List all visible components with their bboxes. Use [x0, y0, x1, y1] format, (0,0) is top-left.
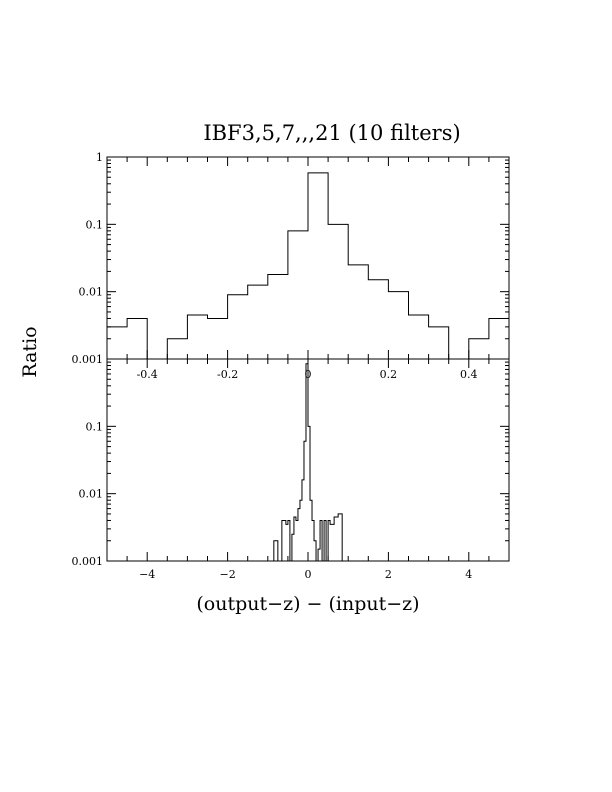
top-x-tick-label: -0.4 [137, 368, 158, 381]
top-y-tick-label: 0.01 [79, 286, 104, 299]
bottom-x-tick-label: 0 [305, 568, 312, 581]
chart-title: IBF3,5,7,,,21 (10 filters) [203, 121, 460, 145]
bottom-x-tick-label: −2 [219, 568, 235, 581]
top-x-tick-label: 0.4 [460, 368, 478, 381]
bottom-x-tick-label: 4 [465, 568, 472, 581]
bottom-x-tick-label: 2 [385, 568, 392, 581]
bottom-histogram-series [273, 363, 347, 562]
bottom-x-ticks [126, 359, 490, 561]
top-y-tick-label: 0.1 [86, 218, 104, 231]
top-y-tick-label: 1 [96, 151, 103, 164]
top-y-tick-labels: 0.001 0.01 0.1 1 [72, 151, 104, 366]
bottom-y-tick-label: 0.01 [79, 488, 104, 501]
bottom-panel: −4 −2 0 2 4 0.001 0.01 0.1 [72, 358, 510, 581]
top-histogram-series [106, 172, 510, 360]
y-axis-label: Ratio [19, 326, 41, 377]
bottom-y-tick-label: 0.001 [72, 555, 104, 568]
bottom-y-ticks [107, 361, 509, 542]
bottom-x-tick-label: −4 [139, 568, 155, 581]
bottom-x-tick-labels: −4 −2 0 2 4 [139, 568, 472, 581]
top-x-tick-label: -0.2 [217, 368, 238, 381]
top-x-tick-labels: -0.4 -0.2 0 0.2 0.4 [137, 368, 478, 381]
top-x-ticks [126, 157, 490, 359]
bottom-y-tick-label: 0.1 [86, 420, 104, 433]
top-x-tick-label: 0.2 [380, 368, 398, 381]
bottom-y-tick-labels: 0.001 0.01 0.1 [72, 420, 104, 568]
x-axis-label: (output−z) − (input−z) [196, 593, 419, 615]
top-y-tick-label: 0.001 [72, 353, 104, 366]
